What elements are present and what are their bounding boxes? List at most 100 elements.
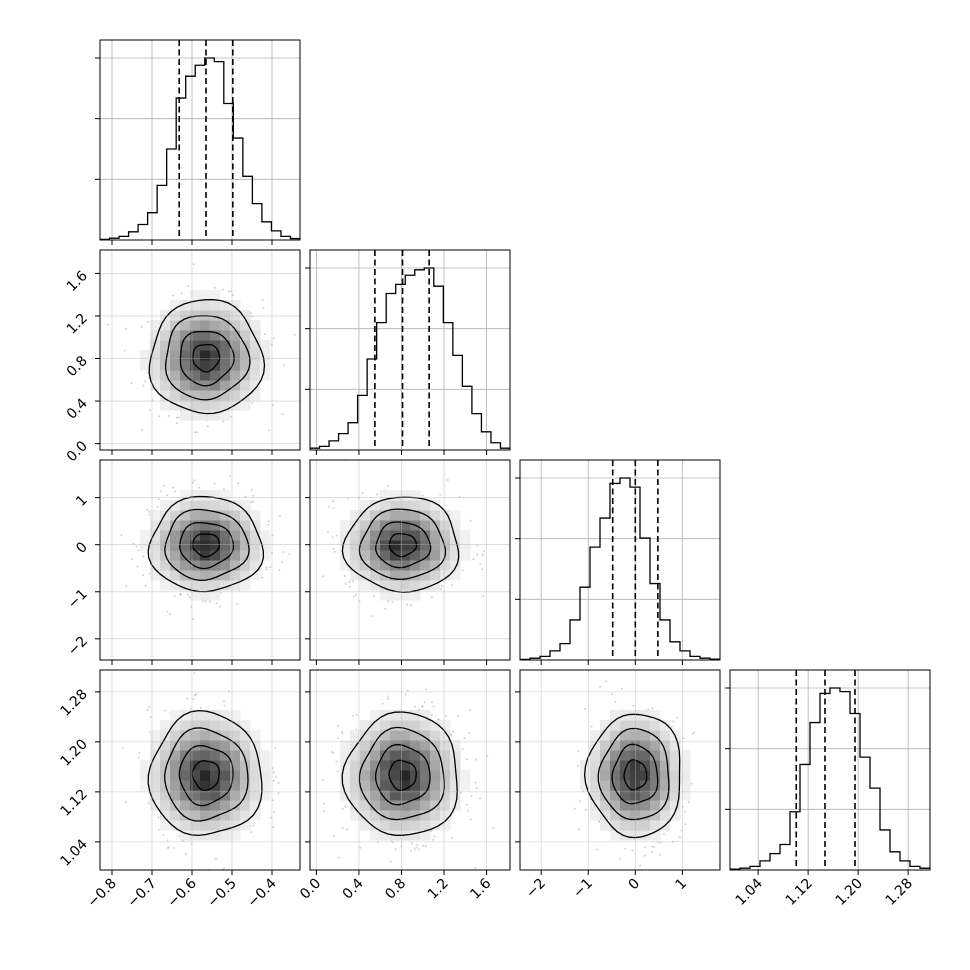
- density-cell: [220, 400, 231, 411]
- density-cell: [390, 530, 401, 541]
- density-cell: [240, 570, 251, 581]
- density-cell: [370, 810, 381, 821]
- scatter-point: [332, 547, 335, 550]
- density-cell: [240, 360, 251, 371]
- density-cell: [180, 350, 191, 361]
- density-cell: [400, 520, 411, 531]
- scatter-point: [281, 561, 284, 563]
- scatter-point: [179, 593, 182, 596]
- density-cell: [620, 800, 631, 811]
- scatter-point: [148, 510, 151, 513]
- density-cell: [370, 710, 381, 721]
- density-cell: [390, 820, 401, 831]
- density-cell: [380, 490, 391, 501]
- density-cell: [400, 540, 411, 551]
- density-cell: [190, 350, 201, 361]
- scatter-point: [137, 549, 140, 552]
- density-cell: [180, 530, 191, 541]
- scatter-point: [282, 551, 285, 554]
- density-cell: [160, 400, 171, 411]
- density-cell: [210, 330, 221, 341]
- scatter-point: [136, 565, 139, 568]
- density-cell: [220, 380, 231, 391]
- scatter-point: [180, 292, 183, 295]
- scatter-point: [251, 500, 254, 503]
- density-cell: [230, 390, 241, 401]
- density-cell: [230, 570, 241, 581]
- density-cell: [440, 560, 451, 571]
- density-cell: [260, 760, 271, 771]
- density-cell: [340, 520, 351, 531]
- density-cell: [230, 730, 241, 741]
- density-cell: [400, 770, 411, 781]
- scatter-point: [194, 431, 197, 434]
- density-cell: [210, 540, 221, 551]
- density-cell: [240, 750, 251, 761]
- density-cell: [230, 540, 241, 551]
- density-cell: [170, 360, 181, 371]
- scatter-point: [250, 489, 253, 492]
- scatter-point: [261, 576, 264, 579]
- density-cell: [240, 810, 251, 821]
- density-cell: [420, 720, 431, 731]
- density-cell: [220, 410, 231, 421]
- density-cell: [580, 780, 591, 791]
- density-cell: [430, 560, 441, 571]
- contour-2: [611, 743, 659, 805]
- density-cell: [180, 490, 191, 501]
- density-cell: [190, 390, 201, 401]
- scatter-point: [144, 584, 147, 587]
- density-cell: [370, 550, 381, 561]
- density-cell: [340, 550, 351, 561]
- density-cell: [230, 530, 241, 541]
- scatter-point: [272, 337, 275, 340]
- density-cell: [350, 810, 361, 821]
- density-cell: [430, 730, 441, 741]
- density-cell: [670, 760, 681, 771]
- density-cell: [150, 540, 161, 551]
- scatter-point: [252, 824, 255, 827]
- scatter-point: [169, 613, 172, 616]
- density-cell: [150, 330, 161, 341]
- scatter-point: [148, 513, 151, 516]
- joint-panel-3-2: [305, 459, 511, 665]
- scatter-point: [693, 731, 696, 734]
- density-cell: [230, 820, 241, 831]
- density-cell: [430, 820, 441, 831]
- density-cell: [360, 580, 371, 591]
- density-cell: [220, 550, 231, 561]
- density-cell: [450, 570, 461, 581]
- density-cell: [250, 390, 261, 401]
- scatter-point: [214, 857, 217, 860]
- contour-1: [192, 343, 221, 373]
- scatter-point: [631, 849, 634, 852]
- scatter-point: [352, 580, 355, 583]
- scatter-point: [223, 704, 226, 707]
- density-cell: [610, 740, 621, 751]
- density-cell: [640, 750, 651, 761]
- scatter-point: [643, 846, 646, 849]
- density-cell: [160, 580, 171, 591]
- scatter-point: [156, 506, 159, 509]
- density-cell: [250, 330, 261, 341]
- density-cell: [160, 740, 171, 751]
- scatter-point: [283, 364, 286, 367]
- scatter-point: [437, 718, 440, 721]
- density-cell: [200, 710, 211, 721]
- density-cell: [150, 350, 161, 361]
- density-cell: [670, 770, 681, 781]
- density-cell: [650, 790, 661, 801]
- density-cell: [220, 300, 231, 311]
- density-cell: [200, 330, 211, 341]
- density-cell: [140, 760, 151, 771]
- scatter-point: [333, 550, 336, 553]
- density-cell: [610, 820, 621, 831]
- scatter-point: [599, 685, 602, 688]
- density-cell: [430, 570, 441, 581]
- density-cell: [610, 730, 621, 741]
- scatter-point: [288, 553, 291, 556]
- scatter-point: [387, 484, 390, 487]
- density-cell: [250, 810, 261, 821]
- density-cell: [390, 500, 401, 511]
- density-cell: [190, 380, 201, 391]
